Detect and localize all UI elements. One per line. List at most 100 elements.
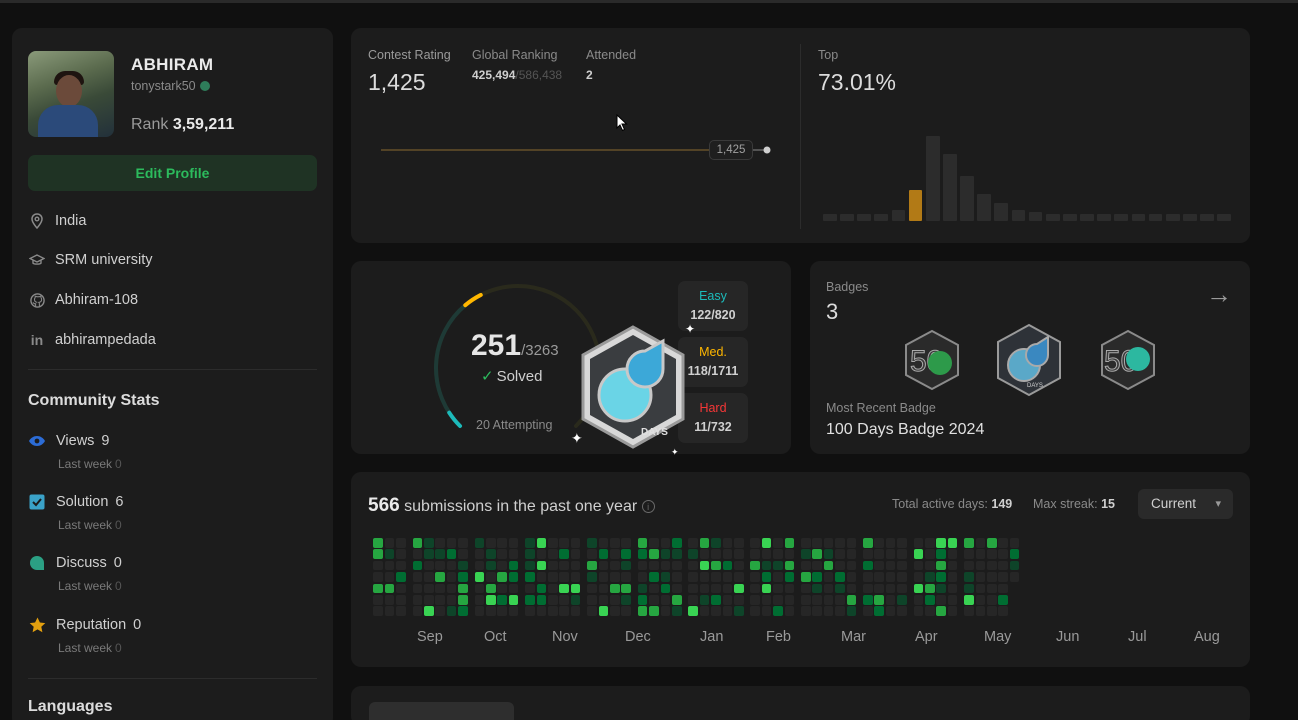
heatmap-cell[interactable] [835, 606, 845, 616]
heatmap-cell[interactable] [964, 560, 974, 571]
heatmap-cell[interactable] [570, 606, 581, 616]
heatmap-cell[interactable] [458, 560, 468, 571]
heatmap-cell[interactable] [711, 606, 721, 616]
heatmap-cell[interactable] [660, 549, 671, 559]
heatmap-cell[interactable] [734, 583, 744, 594]
heatmap-cell[interactable] [761, 538, 772, 548]
heatmap-cell[interactable] [784, 538, 795, 548]
heatmap-cell[interactable] [998, 606, 1008, 616]
heatmap-cell[interactable] [649, 583, 659, 594]
heatmap-cell[interactable] [486, 595, 496, 605]
heatmap-cell[interactable] [975, 583, 986, 594]
badge-50-days-2024[interactable]: 50 [1098, 329, 1158, 391]
heatmap-cell[interactable] [396, 595, 406, 605]
heatmap-cell[interactable] [925, 583, 935, 594]
heatmap-cell[interactable] [525, 560, 535, 571]
heatmap-cell[interactable] [784, 595, 795, 605]
heatmap-cell[interactable] [525, 606, 535, 616]
heatmap-cell[interactable] [711, 538, 721, 548]
heatmap-cell[interactable] [734, 538, 744, 548]
heatmap-cell[interactable] [424, 538, 434, 548]
heatmap-cell[interactable] [874, 583, 884, 594]
heatmap-cell[interactable] [508, 538, 519, 548]
heatmap-cell[interactable] [637, 538, 648, 548]
heatmap-cell[interactable] [587, 549, 597, 559]
heatmap-cell[interactable] [711, 560, 721, 571]
heatmap-cell[interactable] [1009, 572, 1020, 582]
heatmap-cell[interactable] [396, 572, 406, 582]
heatmap-cell[interactable] [812, 560, 822, 571]
heatmap-cell[interactable] [497, 549, 507, 559]
heatmap-cell[interactable] [396, 606, 406, 616]
heatmap-cell[interactable] [801, 583, 811, 594]
heatmap-cell[interactable] [548, 538, 558, 548]
heatmap-cell[interactable] [925, 606, 935, 616]
heatmap-cell[interactable] [998, 572, 1008, 582]
heatmap-cell[interactable] [711, 595, 721, 605]
heatmap-cell[interactable] [548, 595, 558, 605]
heatmap-cell[interactable] [846, 572, 857, 582]
heatmap-cell[interactable] [621, 549, 631, 559]
heatmap-cell[interactable] [874, 606, 884, 616]
heatmap-cell[interactable] [373, 560, 383, 571]
heatmap-cell[interactable] [947, 583, 958, 594]
heatmap-cell[interactable] [559, 549, 569, 559]
heatmap-cell[interactable] [649, 560, 659, 571]
heatmap-cell[interactable] [722, 595, 733, 605]
heatmap-cell[interactable] [699, 560, 710, 571]
heatmap-cell[interactable] [835, 583, 845, 594]
heatmap-cell[interactable] [384, 595, 395, 605]
heatmap-cell[interactable] [761, 560, 772, 571]
heatmap-cell[interactable] [897, 549, 907, 559]
linkedin-row[interactable]: in abhirampedada [28, 330, 156, 350]
heatmap-cell[interactable] [435, 572, 445, 582]
heatmap-cell[interactable] [987, 549, 997, 559]
heatmap-cell[interactable] [525, 583, 535, 594]
heatmap-cell[interactable] [598, 538, 609, 548]
heatmap-cell[interactable] [610, 549, 620, 559]
heatmap-cell[interactable] [497, 538, 507, 548]
heatmap-cell[interactable] [536, 560, 547, 571]
heatmap-cell[interactable] [660, 572, 671, 582]
heatmap-cell[interactable] [897, 538, 907, 548]
heatmap-cell[interactable] [936, 583, 946, 594]
heatmap-cell[interactable] [649, 549, 659, 559]
heatmap-cell[interactable] [412, 549, 423, 559]
heatmap-cell[interactable] [964, 549, 974, 559]
heatmap-cell[interactable] [548, 572, 558, 582]
heatmap-cell[interactable] [885, 549, 896, 559]
heatmap-cell[interactable] [474, 583, 485, 594]
heatmap-cell[interactable] [424, 549, 434, 559]
heatmap-cell[interactable] [812, 606, 822, 616]
info-icon[interactable]: i [641, 500, 655, 513]
heatmap-cell[interactable] [649, 595, 659, 605]
histogram-bar[interactable] [960, 176, 974, 221]
heatmap-cell[interactable] [610, 560, 620, 571]
heatmap-cell[interactable] [812, 583, 822, 594]
heatmap-cell[interactable] [897, 595, 907, 605]
heatmap-cell[interactable] [688, 560, 698, 571]
heatmap-cell[interactable] [784, 572, 795, 582]
heatmap-cell[interactable] [446, 538, 457, 548]
heatmap-cell[interactable] [637, 595, 648, 605]
heatmap-cell[interactable] [964, 583, 974, 594]
heatmap-cell[interactable] [734, 560, 744, 571]
heatmap-cell[interactable] [660, 606, 671, 616]
heatmap-cell[interactable] [863, 560, 873, 571]
rating-point[interactable] [763, 146, 771, 154]
heatmap-cell[interactable] [474, 572, 485, 582]
heatmap-cell[interactable] [536, 583, 547, 594]
heatmap-cell[interactable] [761, 606, 772, 616]
heatmap-cell[interactable] [559, 606, 569, 616]
heatmap-cell[interactable] [508, 595, 519, 605]
heatmap-cell[interactable] [823, 572, 834, 582]
heatmap-cell[interactable] [773, 549, 783, 559]
easy-stat[interactable]: Easy 122/820 [678, 281, 748, 331]
heatmap-cell[interactable] [412, 583, 423, 594]
heatmap-cell[interactable] [672, 606, 682, 616]
heatmap-cell[interactable] [621, 606, 631, 616]
heatmap-cell[interactable] [587, 560, 597, 571]
heatmap-cell[interactable] [975, 538, 986, 548]
heatmap-cell[interactable] [913, 595, 924, 605]
heatmap-cell[interactable] [598, 572, 609, 582]
